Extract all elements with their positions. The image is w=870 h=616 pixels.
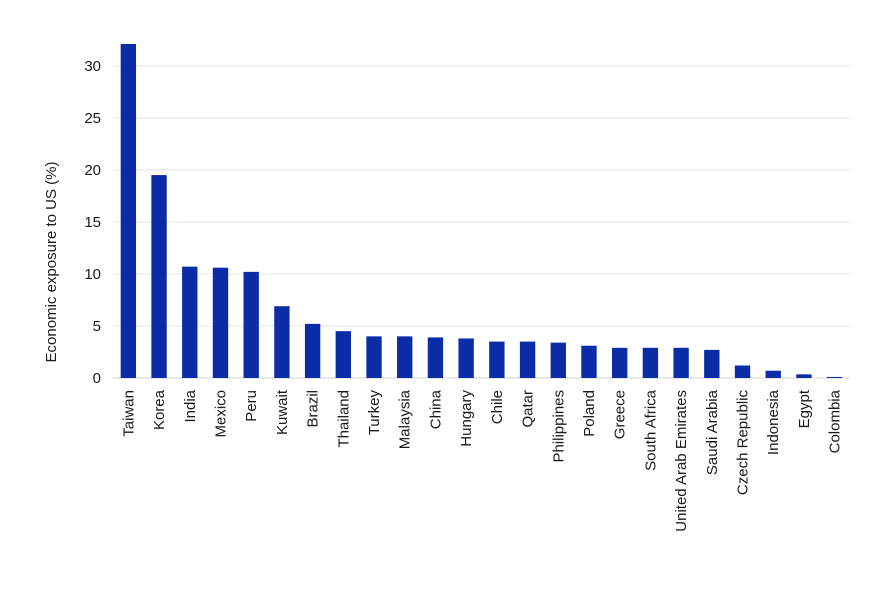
x-tick-label: Mexico	[212, 390, 229, 438]
x-tick-label: Kuwait	[274, 389, 291, 435]
bar-poland	[581, 345, 597, 378]
y-tick-label: 0	[93, 370, 101, 387]
bar-saudi-arabia	[704, 349, 720, 378]
x-tick-label: Turkey	[366, 390, 383, 436]
bar-taiwan	[120, 43, 137, 378]
bar-peru	[243, 271, 259, 378]
x-tick-label: South Africa	[642, 389, 659, 471]
bars	[120, 43, 843, 378]
bar-malaysia	[397, 336, 413, 378]
bar-greece	[612, 347, 628, 378]
grid-lines	[113, 65, 850, 379]
bar-korea	[151, 175, 167, 378]
x-tick-label: United Arab Emirates	[673, 390, 690, 532]
bar-egypt	[796, 374, 812, 378]
x-tick-label: Thailand	[335, 390, 352, 448]
x-tick-label: Indonesia	[765, 389, 782, 455]
bar-south-africa	[642, 347, 659, 378]
bar-thailand	[335, 331, 351, 378]
x-tick-label: Taiwan	[120, 390, 137, 437]
bar-turkey	[366, 336, 382, 378]
x-tick-labels: Taiwan Korea India Mexico Peru Kuwait Brazil Th…	[120, 389, 843, 532]
y-tick-labels: 0 5 10 15 20 25 30	[84, 58, 101, 387]
bar-colombia	[826, 376, 843, 378]
y-tick-label: 25	[84, 110, 101, 127]
x-tick-label: Brazil	[305, 390, 322, 428]
bar-qatar	[519, 341, 536, 378]
y-axis-title: Economic exposure to US (%)	[43, 162, 60, 363]
x-tick-label: Philippines	[550, 390, 567, 463]
x-tick-label: Colombia	[827, 389, 844, 453]
x-tick-label: Qatar	[520, 390, 537, 428]
bar-mexico	[212, 267, 229, 378]
y-tick-label: 20	[84, 162, 101, 179]
bar-united-arab-emirates	[673, 347, 689, 378]
x-tick-label: Poland	[581, 390, 598, 437]
x-tick-label: Chile	[489, 390, 506, 424]
bar-india	[182, 266, 198, 378]
bar-indonesia	[765, 370, 781, 378]
x-tick-label: Korea	[151, 389, 168, 430]
y-tick-label: 15	[84, 214, 101, 231]
bar-philippines	[550, 342, 566, 378]
bar-china	[427, 337, 444, 378]
bar-hungary	[458, 338, 474, 378]
x-tick-label: Malaysia	[397, 389, 414, 449]
y-tick-label: 30	[84, 58, 101, 75]
x-tick-label: Egypt	[796, 389, 813, 428]
bar-czech-republic	[734, 365, 751, 378]
x-tick-label: Peru	[243, 390, 260, 422]
bar-chile	[489, 341, 505, 378]
x-tick-label: Saudi Arabia	[704, 389, 721, 475]
y-tick-label: 10	[84, 266, 101, 283]
x-tick-label: Greece	[612, 390, 629, 439]
x-tick-label: China	[427, 389, 444, 429]
x-tick-label: Czech Republic	[735, 390, 752, 496]
y-tick-label: 5	[93, 318, 101, 335]
x-tick-label: India	[182, 389, 199, 422]
bar-kuwait	[274, 306, 290, 378]
bar-brazil	[304, 323, 321, 378]
x-tick-label: Hungary	[458, 390, 475, 447]
